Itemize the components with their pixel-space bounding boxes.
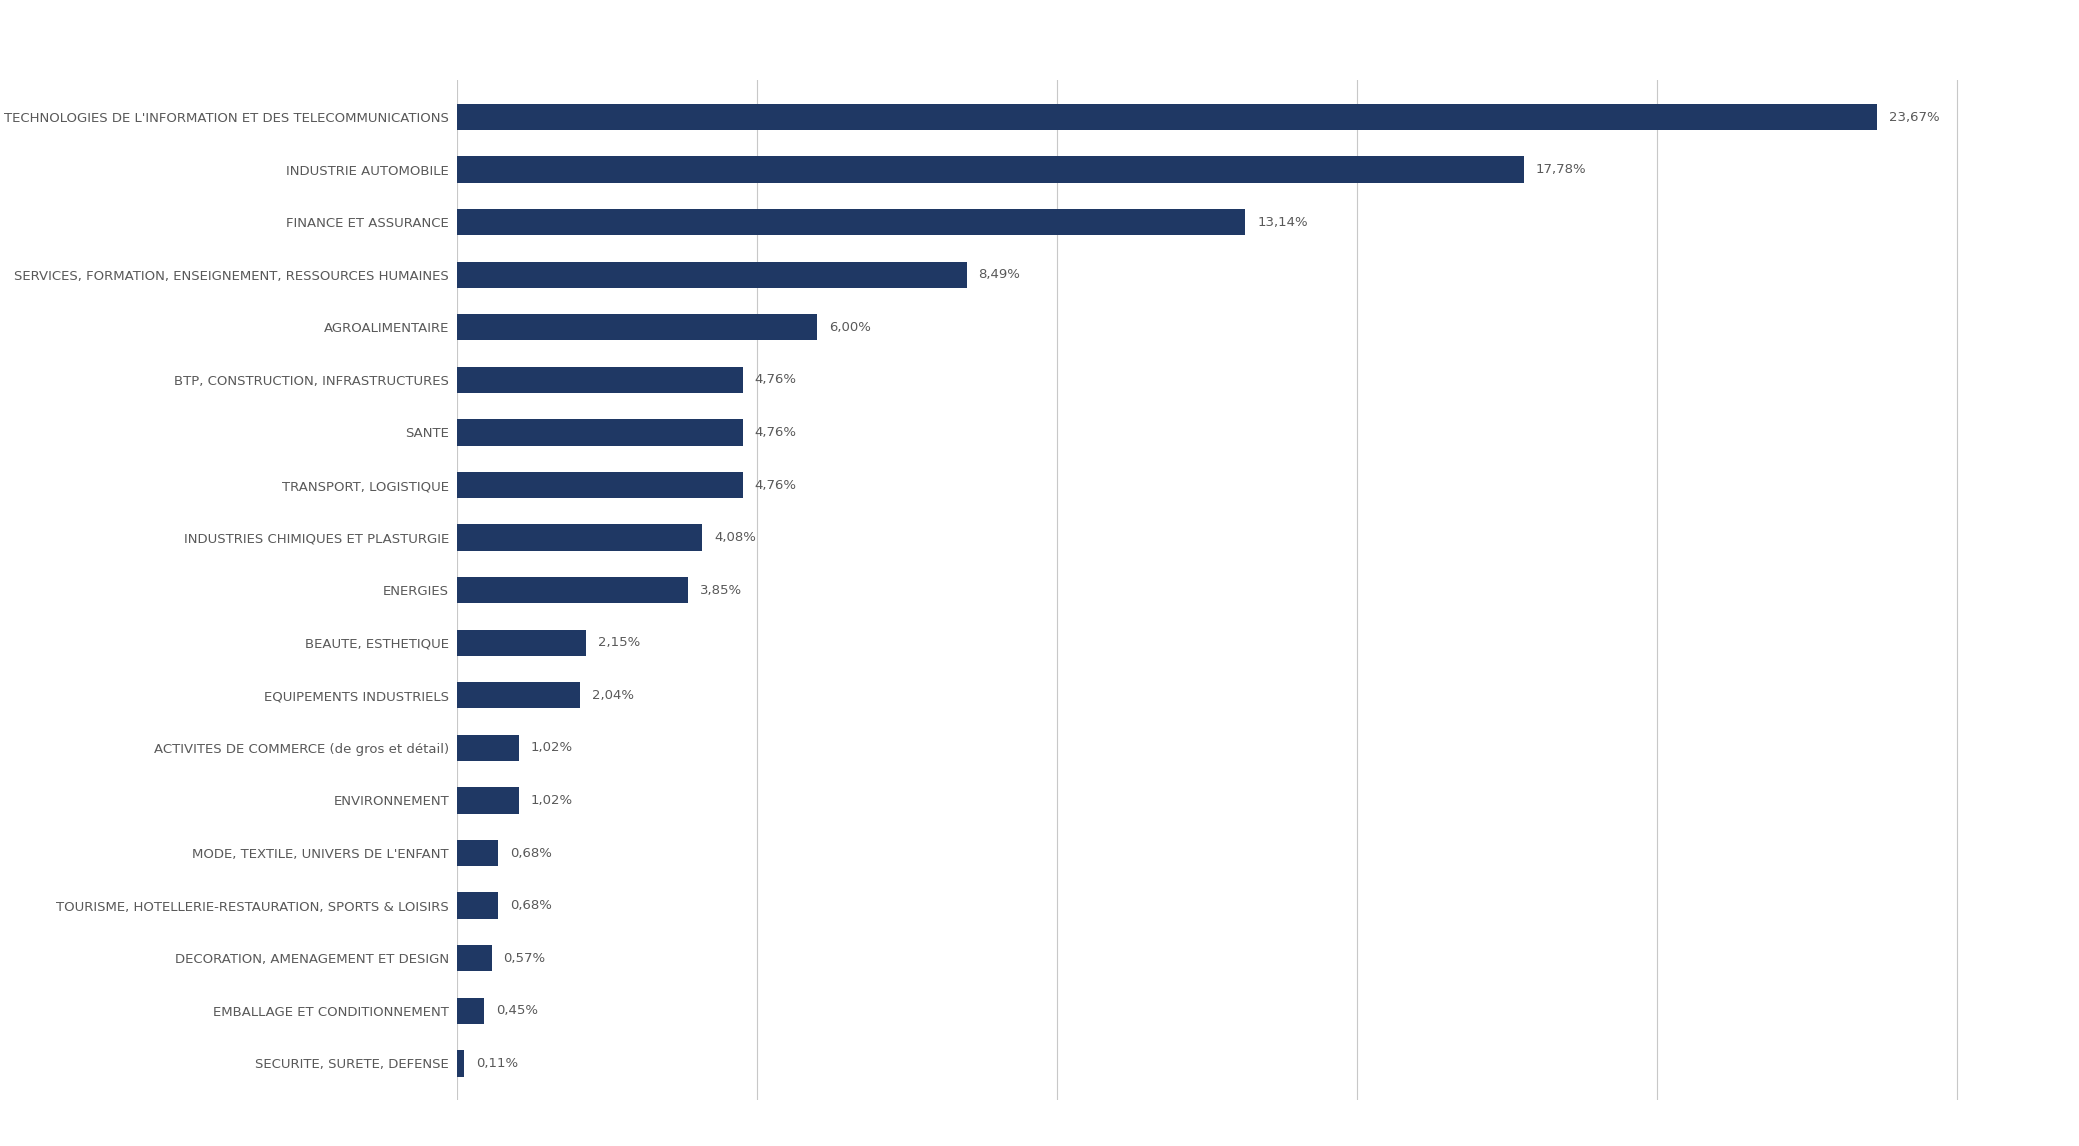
Bar: [457, 261, 967, 288]
Bar: [457, 735, 518, 761]
Text: 4,76%: 4,76%: [755, 374, 796, 386]
Text: 0,68%: 0,68%: [509, 900, 553, 912]
Bar: [457, 998, 484, 1023]
Bar: [457, 578, 688, 603]
Text: 17,78%: 17,78%: [1536, 163, 1586, 176]
Bar: [457, 893, 499, 919]
Text: 13,14%: 13,14%: [1258, 215, 1308, 229]
Text: 0,57%: 0,57%: [503, 951, 545, 965]
Bar: [457, 157, 1524, 182]
Bar: [457, 209, 1245, 235]
Text: 23,67%: 23,67%: [1890, 110, 1940, 124]
Bar: [457, 525, 703, 551]
Bar: [457, 629, 586, 656]
Bar: [457, 682, 580, 708]
Text: 4,08%: 4,08%: [713, 531, 757, 544]
Text: 4,76%: 4,76%: [755, 479, 796, 492]
Bar: [457, 104, 1877, 131]
Text: 1,02%: 1,02%: [530, 794, 572, 807]
Text: 1,02%: 1,02%: [530, 741, 572, 754]
Text: 4,76%: 4,76%: [755, 426, 796, 439]
Text: 0,45%: 0,45%: [497, 1004, 538, 1018]
Bar: [457, 945, 491, 972]
Text: 0,11%: 0,11%: [476, 1057, 518, 1070]
Bar: [457, 419, 742, 446]
Text: 0,68%: 0,68%: [509, 847, 553, 860]
Bar: [457, 840, 499, 866]
Bar: [457, 314, 817, 340]
Text: 2,15%: 2,15%: [599, 636, 640, 650]
Bar: [457, 787, 518, 814]
Bar: [457, 472, 742, 499]
Text: 2,04%: 2,04%: [593, 689, 634, 701]
Bar: [457, 1050, 464, 1076]
Text: 8,49%: 8,49%: [979, 268, 1021, 281]
Bar: [457, 367, 742, 393]
Text: 6,00%: 6,00%: [830, 321, 871, 333]
Text: 3,85%: 3,85%: [701, 583, 742, 597]
